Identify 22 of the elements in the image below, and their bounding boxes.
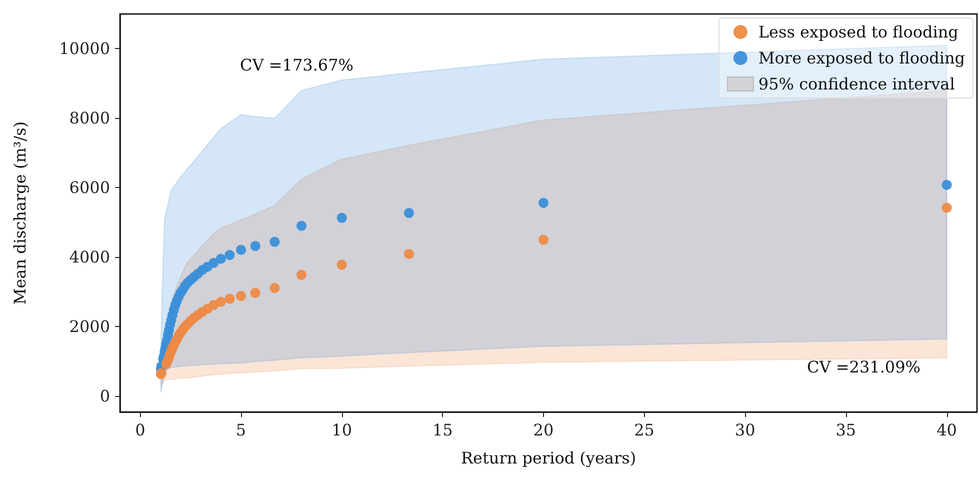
x-tick-label: 35 [836, 420, 856, 440]
x-tick-label: 0 [135, 420, 146, 440]
legend-label: More exposed to flooding [758, 48, 966, 68]
x-tick-label: 10 [332, 420, 352, 440]
y-tick-label: 4000 [69, 248, 110, 267]
x-tick-label: 25 [634, 420, 654, 440]
annotation: CV =173.67% [240, 56, 354, 74]
annotation: CV =231.09% [807, 358, 920, 376]
y-tick-label: 6000 [69, 178, 110, 198]
x-axis-title: Return period (years) [460, 448, 636, 468]
x-tick-label: 20 [533, 420, 554, 440]
legend-label: Less exposed to flooding [758, 22, 958, 42]
x-tick-label: 15 [432, 420, 453, 440]
y-tick-label: 8000 [69, 108, 110, 128]
y-tick-label: 10000 [59, 39, 110, 58]
annotation: 95% confidence interval [758, 74, 955, 94]
y-tick-label: 0 [100, 386, 110, 406]
x-tick-label: 40 [936, 420, 957, 440]
y-tick-label: 2000 [69, 317, 110, 336]
x-tick-label: 5 [236, 420, 246, 440]
x-tick-label: 30 [734, 420, 756, 440]
y-axis-title: Mean discharge (m³/s) [10, 121, 30, 305]
